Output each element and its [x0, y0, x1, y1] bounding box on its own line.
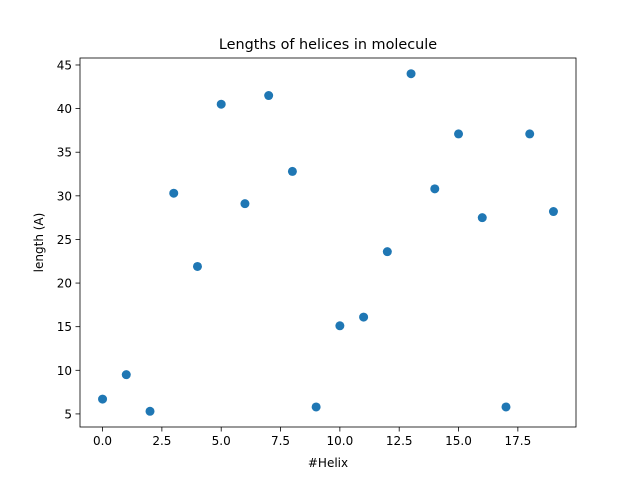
x-axis-label: #Helix: [308, 456, 348, 470]
data-point: [145, 406, 155, 416]
data-point: [335, 321, 345, 331]
y-tick-label: 20: [57, 277, 72, 291]
y-tick-label: 15: [57, 320, 72, 334]
x-tick-label: 7.5: [271, 434, 290, 448]
data-point: [169, 188, 179, 198]
data-points: [98, 69, 558, 416]
y-axis-ticks: 5 10 15 20 25 30 35 40 45: [57, 58, 80, 421]
data-point: [121, 370, 131, 380]
data-point: [359, 312, 369, 322]
data-point: [240, 199, 250, 209]
chart-title: Lengths of helices in molecule: [219, 37, 437, 53]
data-point: [454, 129, 464, 139]
y-tick-label: 10: [57, 364, 72, 378]
x-tick-label: 17.5: [504, 434, 531, 448]
data-point: [406, 69, 416, 79]
y-tick-label: 45: [57, 58, 72, 72]
y-tick-label: 30: [57, 189, 72, 203]
data-point: [477, 213, 487, 223]
x-tick-label: 5.0: [212, 434, 231, 448]
data-point: [98, 394, 108, 404]
data-point: [548, 207, 558, 217]
data-point: [525, 129, 535, 139]
x-tick-label: 12.5: [386, 434, 413, 448]
x-axis-ticks: 0.0 2.5 5.0 7.5 10.0 12.5 15.0 17.5: [93, 427, 531, 448]
plot-frame: [79, 57, 577, 428]
y-axis-label: length (A): [32, 213, 46, 273]
x-tick-label: 2.5: [152, 434, 171, 448]
data-point: [192, 261, 202, 271]
data-point: [382, 247, 392, 257]
y-tick-label: 25: [57, 233, 72, 247]
y-tick-label: 40: [57, 102, 72, 116]
data-point: [501, 402, 511, 412]
data-point: [311, 402, 321, 412]
y-tick-label: 35: [57, 146, 72, 160]
data-point: [287, 166, 297, 176]
data-point: [430, 184, 440, 194]
y-tick-label: 5: [64, 407, 72, 421]
data-point: [216, 99, 226, 109]
data-point: [264, 91, 274, 101]
x-tick-label: 0.0: [93, 434, 112, 448]
x-tick-label: 15.0: [445, 434, 472, 448]
x-tick-label: 10.0: [327, 434, 354, 448]
